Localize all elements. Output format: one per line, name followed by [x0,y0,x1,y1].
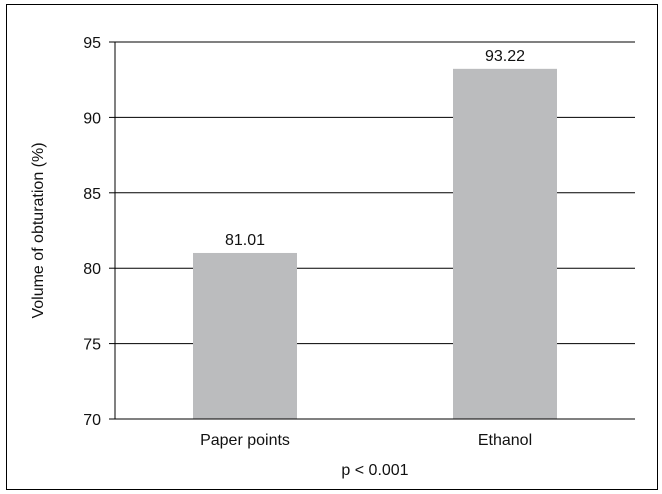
x-tick-labels: Paper points Ethanol [200,432,532,449]
x-tick-label: Ethanol [478,432,532,449]
bar-ethanol [453,68,557,419]
chart-frame: 70 75 80 85 90 95 Paper points Ethanol 81.01 93… [6,4,658,490]
y-axis-title: Volume of obturation (%) [30,142,47,318]
data-labels: 81.01 93.22 [225,48,525,249]
bar-paper-points [193,252,297,419]
y-tick-labels: 70 75 80 85 90 95 [83,35,101,429]
p-value-annotation: p < 0.001 [341,462,408,479]
axes [114,42,635,420]
y-tick-label: 90 [83,110,101,127]
y-tick-label: 80 [83,261,101,278]
data-label: 93.22 [485,48,525,65]
bars [193,68,557,419]
y-tick-label: 85 [83,186,101,203]
data-label: 81.01 [225,232,265,249]
y-tick-label: 75 [83,337,101,354]
x-tick-label: Paper points [200,432,290,449]
bar-chart: 70 75 80 85 90 95 Paper points Ethanol 81.01 93… [30,35,635,479]
y-tick-label: 95 [83,35,101,52]
y-tick-label: 70 [83,412,101,429]
